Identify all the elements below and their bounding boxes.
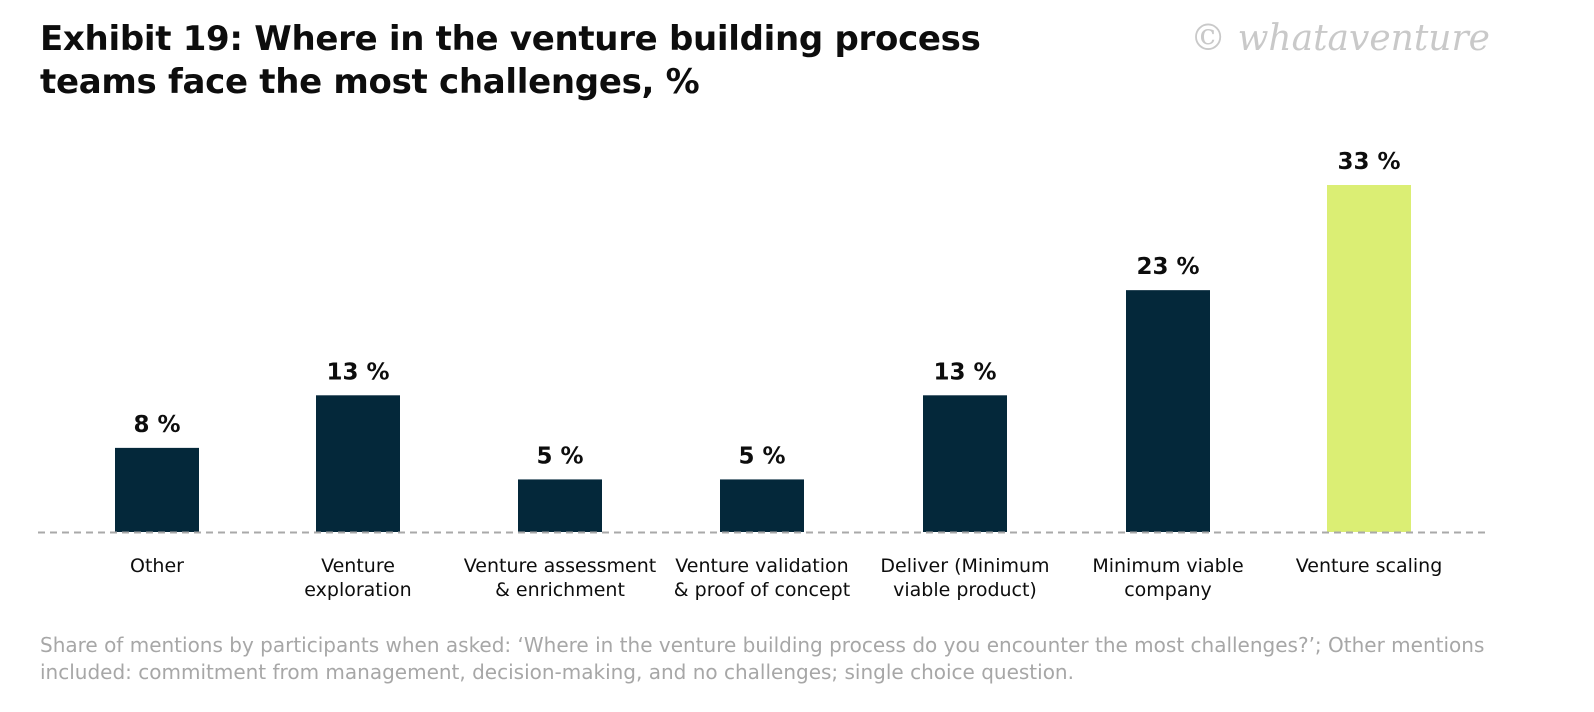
bar-0 [115,447,199,532]
value-label-1: 13 % [326,359,389,385]
bar-2 [518,479,602,532]
value-label-5: 23 % [1136,254,1199,280]
value-label-3: 5 % [738,443,785,469]
value-label-6: 33 % [1337,149,1400,175]
watermark: © whataventure [1190,18,1490,59]
category-label-3: Venture validation & proof of concept [674,555,850,601]
category-label-6: Venture scaling [1296,555,1443,577]
footnote: Share of mentions by participants when a… [40,633,1485,684]
category-label-5: Minimum viable company [1092,555,1243,601]
value-label-2: 5 % [536,443,583,469]
bar-3 [720,479,804,532]
bar-1 [316,395,400,532]
bar-6 [1327,185,1411,532]
chart-title: Exhibit 19: Where in the venture buildin… [40,19,981,102]
bar-4 [923,395,1007,532]
bar-5 [1126,290,1210,532]
value-label-4: 13 % [933,359,996,385]
category-label-4: Deliver (Minimum viable product) [880,555,1049,601]
category-label-0: Other [130,555,184,577]
category-label-2: Venture assessment & enrichment [464,555,657,601]
category-label-1: Venture exploration [304,555,411,601]
value-label-0: 8 % [133,412,180,438]
